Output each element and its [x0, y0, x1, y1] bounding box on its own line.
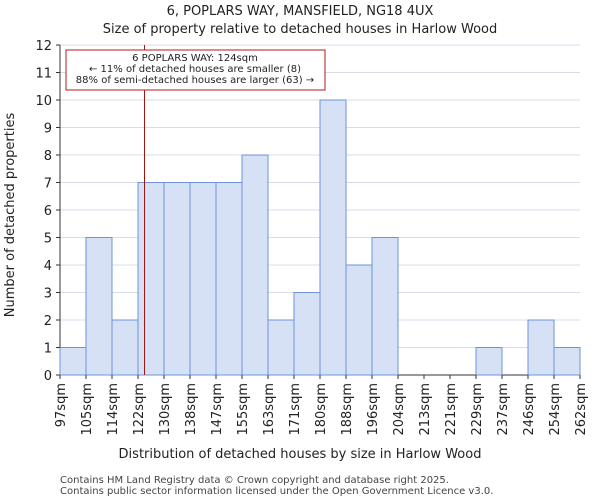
- y-axis-label: Number of detached properties: [3, 113, 18, 318]
- y-tick-label: 11: [35, 67, 52, 82]
- bar: [319, 99, 347, 376]
- x-tick-label: 138sqm: [184, 383, 199, 436]
- y-tick-label: 12: [35, 39, 52, 54]
- bar: [59, 347, 87, 376]
- y-tick-label: 5: [44, 232, 52, 247]
- bar: [527, 319, 555, 376]
- y-tick-label: 4: [44, 259, 52, 274]
- bar: [85, 237, 113, 376]
- x-axis-ticks: 97sqm 105sqm 114sqm 122sqm 130sqm 138sqm 147sq…: [54, 375, 589, 436]
- x-tick-label: 171sqm: [288, 383, 303, 436]
- bars: [59, 99, 581, 376]
- y-tick-label: 0: [44, 369, 52, 384]
- x-tick-label: 97sqm: [54, 383, 69, 427]
- chart-title: 6, POPLARS WAY, MANSFIELD, NG18 4UX: [167, 4, 434, 19]
- y-tick-label: 6: [44, 204, 52, 219]
- bar: [267, 319, 295, 376]
- bar: [553, 347, 581, 376]
- chart-subtitle: Size of property relative to detached ho…: [103, 22, 497, 37]
- annotation-line-3: 88% of semi-detached houses are larger (…: [76, 75, 314, 86]
- bar: [163, 182, 191, 376]
- annotation-box: 6 POPLARS WAY: 124sqm ← 11% of detached …: [65, 49, 326, 91]
- footer-licence: Contains public sector information licen…: [60, 486, 493, 497]
- y-tick-label: 8: [44, 149, 52, 164]
- x-tick-label: 130sqm: [158, 383, 173, 436]
- x-tick-label: 147sqm: [210, 383, 225, 436]
- bar: [293, 292, 321, 376]
- x-tick-label: 180sqm: [314, 383, 329, 436]
- bar: [215, 182, 243, 376]
- x-tick-label: 229sqm: [470, 383, 485, 436]
- y-tick-label: 10: [35, 94, 52, 109]
- x-tick-label: 163sqm: [262, 383, 277, 436]
- bar: [475, 347, 503, 376]
- y-tick-label: 2: [44, 314, 52, 329]
- y-tick-label: 3: [44, 287, 52, 302]
- x-tick-label: 155sqm: [236, 383, 251, 436]
- x-tick-label: 237sqm: [496, 383, 511, 436]
- annotation-line-1: 6 POPLARS WAY: 124sqm: [132, 53, 258, 64]
- x-tick-label: 254sqm: [548, 383, 563, 436]
- x-tick-label: 105sqm: [80, 383, 95, 436]
- bar: [189, 182, 217, 376]
- bar: [137, 182, 165, 376]
- bar: [241, 154, 269, 376]
- x-tick-label: 221sqm: [444, 383, 459, 436]
- bar: [371, 237, 399, 376]
- x-axis-label: Distribution of detached houses by size …: [119, 447, 482, 462]
- bar: [111, 319, 139, 376]
- annotation-frame: [65, 49, 326, 91]
- x-tick-label: 262sqm: [574, 383, 589, 436]
- x-tick-label: 114sqm: [106, 383, 121, 436]
- x-tick-label: 246sqm: [522, 383, 537, 436]
- x-tick-label: 213sqm: [418, 383, 433, 436]
- x-tick-label: 196sqm: [366, 383, 381, 436]
- bar: [345, 264, 373, 376]
- x-tick-label: 122sqm: [132, 383, 147, 436]
- annotation-line-2: ← 11% of detached houses are smaller (8): [89, 64, 301, 75]
- y-tick-label: 1: [44, 342, 52, 357]
- x-tick-label: 204sqm: [392, 383, 407, 436]
- footer-copyright: Contains HM Land Registry data © Crown c…: [60, 475, 449, 486]
- y-tick-label: 7: [44, 177, 52, 192]
- y-tick-label: 9: [44, 122, 52, 137]
- x-tick-label: 188sqm: [340, 383, 355, 436]
